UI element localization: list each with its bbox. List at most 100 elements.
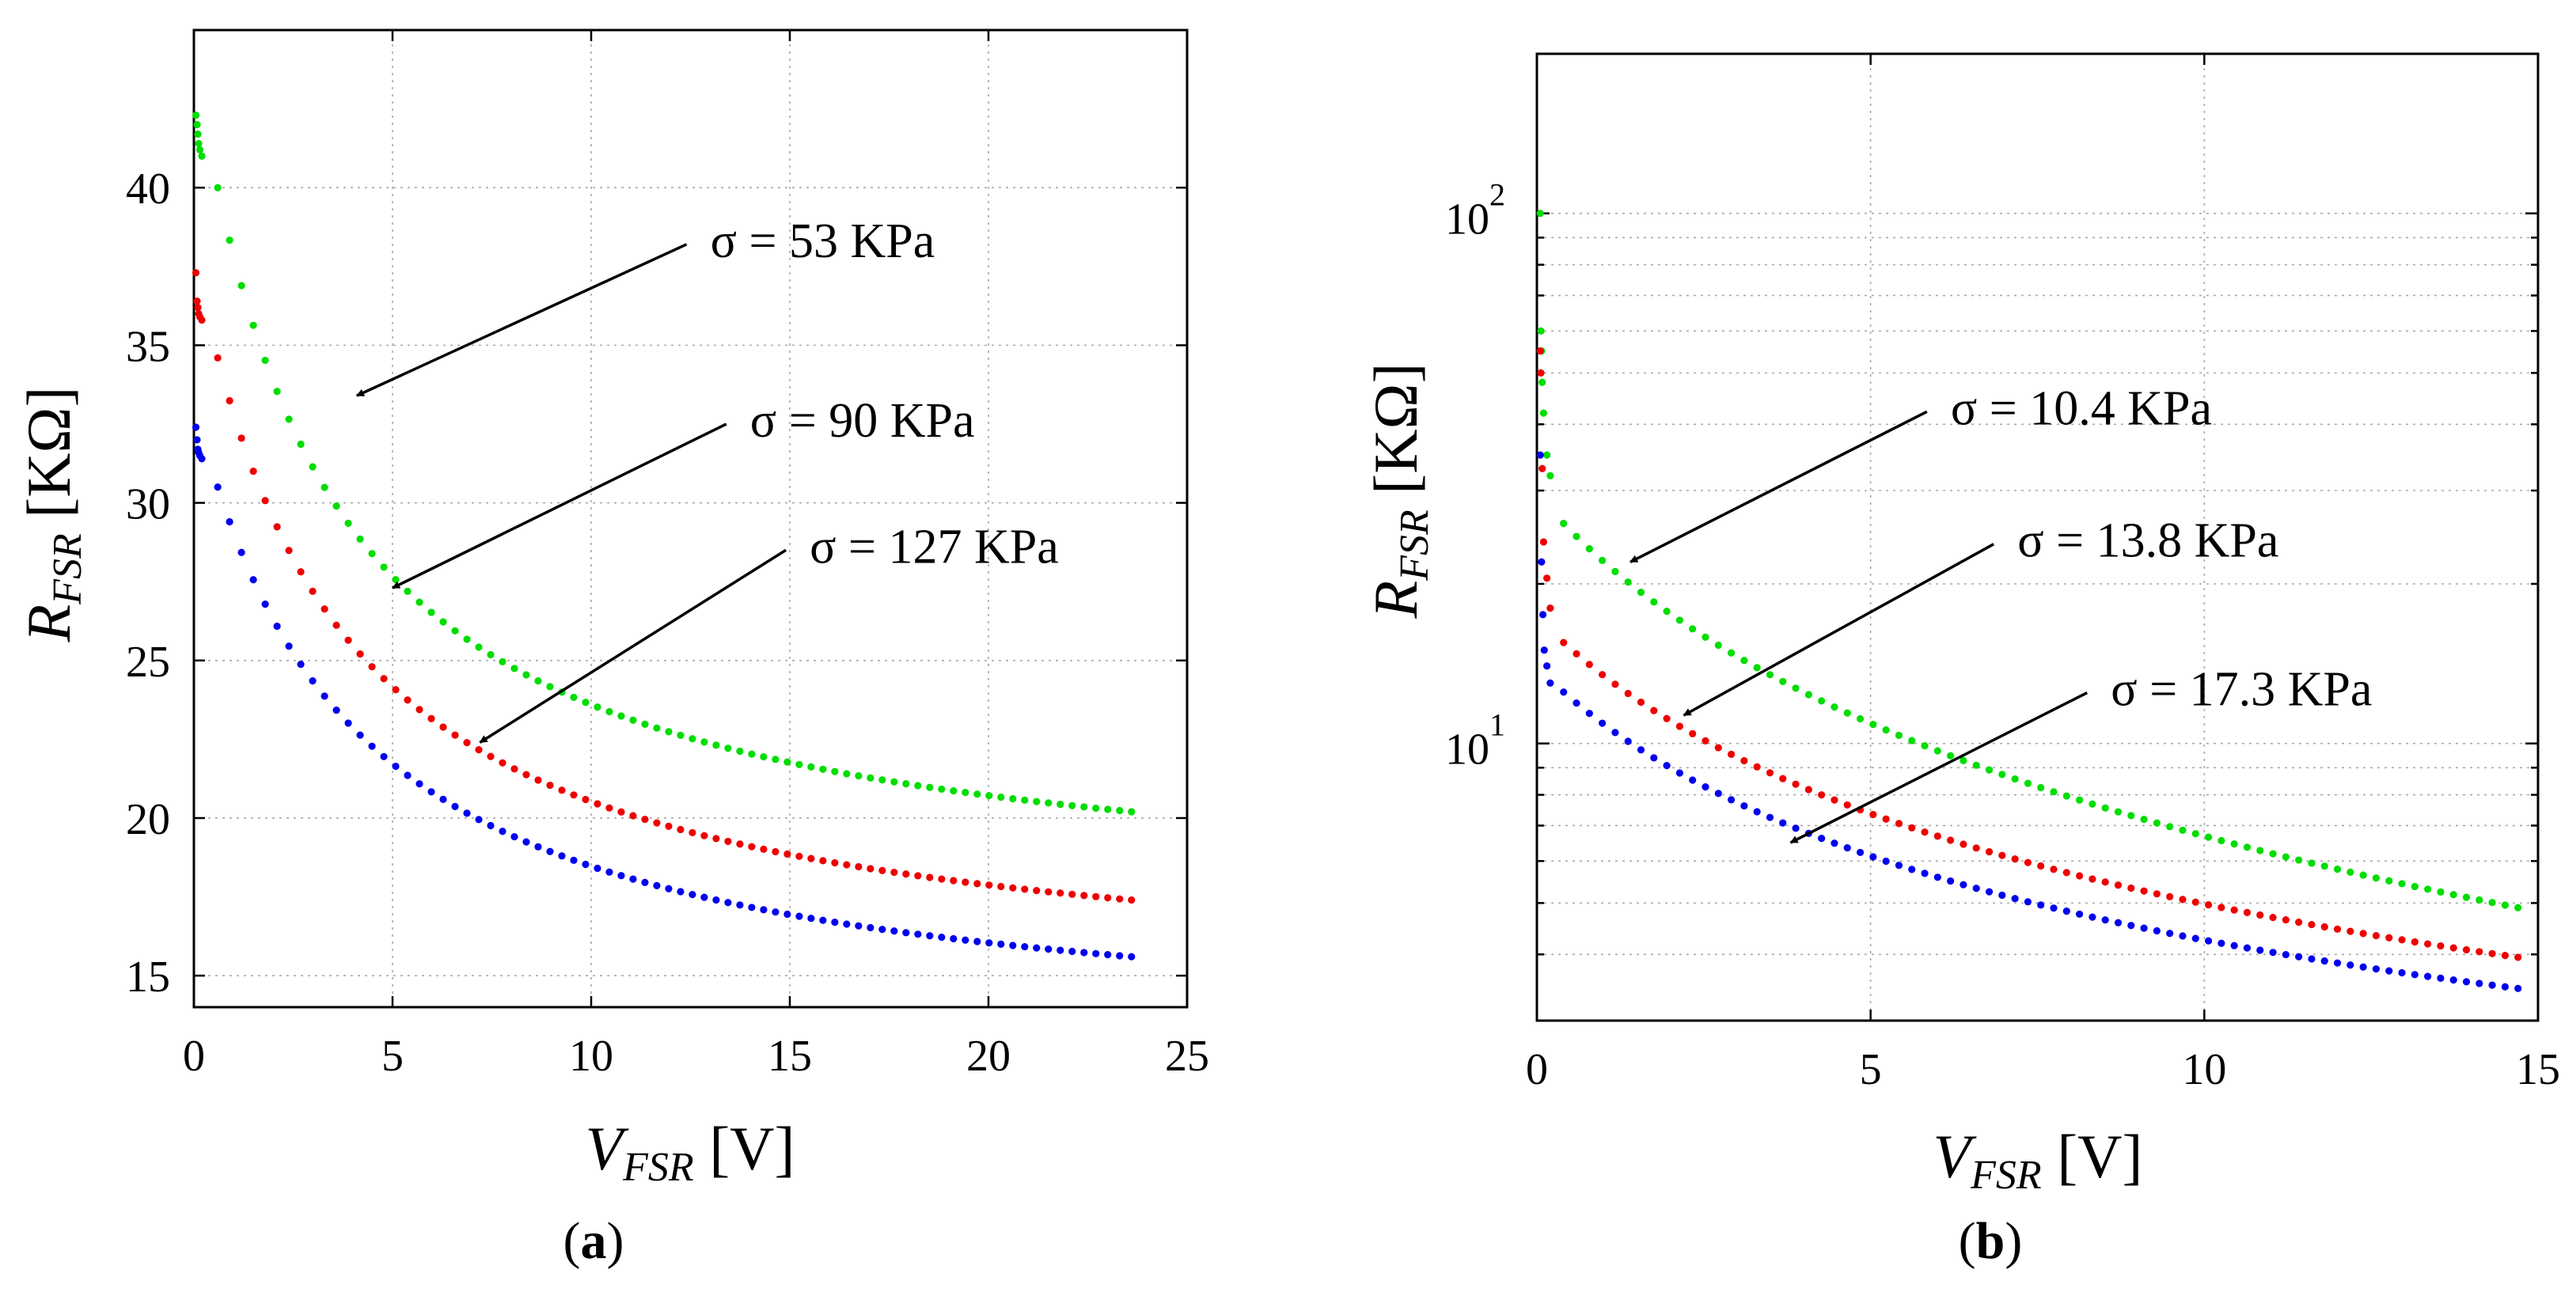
data-point (629, 716, 637, 724)
data-point (249, 467, 257, 476)
y-tick-label: 102 (1445, 177, 1505, 244)
data-point (344, 636, 352, 644)
data-point (2449, 891, 2457, 899)
data-point (2462, 945, 2471, 954)
data-point (950, 786, 958, 795)
data-point (451, 731, 459, 739)
data-point (2398, 880, 2406, 888)
data-point (1702, 633, 1709, 641)
x-tick-label: 20 (966, 1032, 1011, 1081)
data-point (1895, 862, 1903, 870)
data-point (938, 785, 946, 794)
data-point (570, 693, 578, 702)
data-point (2501, 901, 2510, 909)
data-point (997, 794, 1005, 801)
data-point (309, 677, 317, 685)
data-point (522, 671, 530, 679)
data-point (1092, 804, 1100, 813)
data-point (463, 739, 471, 747)
data-point (1560, 520, 1568, 528)
data-point (1804, 691, 1812, 699)
data-point (534, 776, 542, 784)
data-point (772, 847, 780, 856)
data-point (1947, 836, 1955, 844)
data-point (2088, 875, 2096, 883)
data-point (1045, 945, 1053, 953)
data-point (1753, 664, 1761, 672)
data-point (1843, 709, 1851, 717)
data-point (1727, 796, 1736, 804)
data-point (1057, 800, 1064, 809)
data-point (415, 780, 423, 788)
data-point (1972, 885, 1980, 892)
data-point (1538, 558, 1546, 566)
data-point (2437, 942, 2445, 950)
data-point (1104, 894, 1112, 902)
data-point (2076, 872, 2084, 880)
data-point (926, 873, 934, 881)
data-point (1831, 796, 1838, 804)
data-point (2475, 979, 2483, 987)
data-point (2011, 895, 2019, 903)
data-point (404, 771, 412, 779)
data-point (760, 845, 768, 853)
data-point (1933, 747, 1941, 755)
series-3 (1536, 451, 2522, 992)
data-point (2037, 862, 2045, 870)
data-point (1637, 698, 1645, 707)
data-point (1663, 608, 1671, 616)
data-point (1714, 744, 1722, 752)
data-point (1675, 722, 1684, 730)
data-point (1908, 824, 1916, 832)
data-point (1740, 801, 1748, 810)
data-point (2127, 884, 2135, 892)
data-point (878, 926, 886, 934)
data-point (1543, 574, 1551, 582)
data-point (1624, 689, 1632, 698)
data-point (724, 837, 732, 846)
plot-frame-b (1535, 52, 2540, 1022)
data-point (2166, 930, 2174, 938)
data-point (760, 752, 768, 761)
data-point (665, 822, 673, 830)
data-point (1908, 737, 1916, 745)
data-point (1856, 848, 1865, 857)
data-point (689, 891, 696, 899)
data-point (855, 922, 863, 930)
panel-label-a: (a) (563, 1212, 624, 1270)
x-axis-label-b: VFSR [V] (1933, 1122, 2143, 1198)
data-point (2024, 779, 2032, 787)
data-point (2269, 914, 2277, 922)
data-point (950, 877, 958, 885)
y-tick-label: 20 (126, 795, 170, 844)
data-point (273, 388, 281, 396)
data-point (2385, 967, 2393, 975)
data-point (783, 850, 791, 858)
data-point (1792, 684, 1800, 692)
data-point (193, 120, 201, 129)
data-point (2217, 939, 2225, 947)
data-point (772, 756, 780, 763)
data-point (831, 858, 839, 867)
data-point (748, 843, 756, 851)
data-point (2282, 950, 2290, 959)
data-point (2488, 981, 2496, 989)
data-point (1843, 844, 1851, 852)
data-point (712, 896, 720, 904)
data-point (2140, 887, 2148, 895)
data-point (510, 832, 518, 841)
data-point (2320, 923, 2328, 931)
data-point (2179, 826, 2187, 834)
data-point (499, 759, 506, 767)
data-point (534, 677, 542, 685)
data-point (1116, 895, 1124, 903)
data-point (194, 130, 202, 138)
data-point (368, 663, 376, 671)
data-point (2011, 855, 2019, 863)
data-point (415, 598, 423, 606)
data-point (1033, 886, 1041, 895)
data-point (1998, 851, 2006, 859)
data-point (807, 915, 815, 923)
data-point (192, 111, 200, 119)
data-point (2449, 944, 2457, 952)
